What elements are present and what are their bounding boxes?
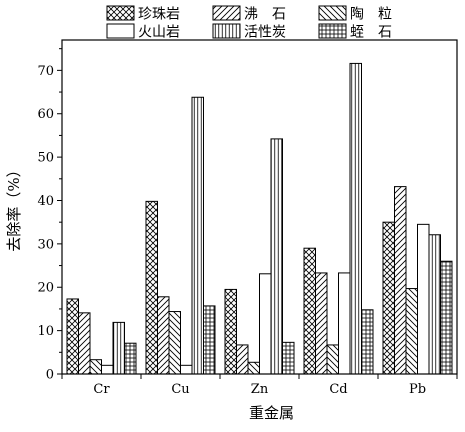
bar xyxy=(78,312,91,375)
legend-item: 火山岩 xyxy=(106,23,180,41)
legend-item: 陶 粒 xyxy=(318,5,392,23)
plot-frame xyxy=(61,39,458,375)
bar xyxy=(157,296,170,375)
bar xyxy=(428,234,441,375)
y-tick-label: 50 xyxy=(37,151,54,166)
legend-item: 活性炭 xyxy=(212,23,286,41)
y-tick-label: 0 xyxy=(46,368,54,383)
legend-label: 火山岩 xyxy=(138,25,180,41)
bar xyxy=(145,200,158,375)
legend-label: 珍珠岩 xyxy=(138,7,180,23)
bar xyxy=(89,359,102,375)
x-axis-title: 重金属 xyxy=(249,404,294,422)
bar xyxy=(270,138,283,375)
bar xyxy=(180,364,193,375)
bar xyxy=(203,305,216,375)
y-tick-label: 70 xyxy=(37,64,54,79)
bar xyxy=(124,342,137,375)
bar xyxy=(112,321,125,375)
legend-swatch xyxy=(318,23,347,39)
axes: 0 10 20 30 40 50 60 70 Cr Cu Zn Cd Pb xyxy=(37,39,458,397)
x-tick-label: Cd xyxy=(329,382,347,397)
legend-swatch xyxy=(212,5,241,21)
bar xyxy=(326,344,339,375)
bar xyxy=(66,298,79,375)
legend-swatch xyxy=(212,23,241,39)
bar xyxy=(394,186,407,375)
legend-item: 沸 石 xyxy=(212,5,286,23)
bar xyxy=(236,344,249,375)
bar xyxy=(361,309,374,375)
bar xyxy=(282,341,295,375)
bar xyxy=(191,96,204,375)
y-tick-label: 20 xyxy=(37,281,54,296)
legend-label: 沸 石 xyxy=(244,7,286,23)
legend-label: 蛭 石 xyxy=(350,25,392,41)
x-tick-label: Zn xyxy=(251,382,269,397)
y-tick-label: 10 xyxy=(37,324,54,339)
bar xyxy=(224,288,237,375)
bars xyxy=(66,62,453,375)
y-tick-label: 40 xyxy=(37,194,54,209)
legend-swatch xyxy=(106,23,135,39)
bar xyxy=(101,364,114,375)
bar xyxy=(315,272,328,375)
bar xyxy=(440,260,453,375)
bar xyxy=(168,311,181,375)
bar xyxy=(405,288,418,375)
bar xyxy=(349,62,362,375)
legend-item: 珍珠岩 xyxy=(106,5,180,23)
y-tick-label: 60 xyxy=(37,107,54,122)
x-tick-label: Cu xyxy=(171,382,189,397)
legend-label: 活性炭 xyxy=(244,25,286,41)
bar xyxy=(338,272,351,375)
bar xyxy=(247,361,260,375)
bar xyxy=(303,247,316,375)
legend-item: 蛭 石 xyxy=(318,23,392,41)
legend-swatch xyxy=(318,5,347,21)
bar xyxy=(382,221,395,375)
y-tick-label: 30 xyxy=(37,237,54,252)
bar xyxy=(417,223,430,375)
x-tick-label: Pb xyxy=(409,382,426,397)
legend-label: 陶 粒 xyxy=(350,7,392,23)
legend-swatch xyxy=(106,5,135,21)
bar xyxy=(259,273,272,375)
x-tick-label: Cr xyxy=(93,382,110,397)
y-axis-title: 去除率（%） xyxy=(5,162,23,251)
